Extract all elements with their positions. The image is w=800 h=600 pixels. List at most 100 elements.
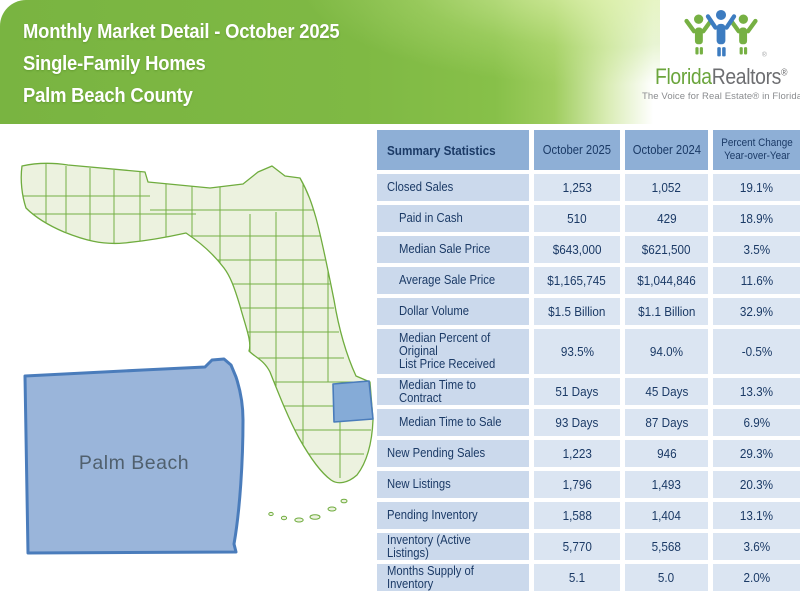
row-value-pct-change: 32.9% xyxy=(713,298,800,325)
row-label-cell: New Pending Sales xyxy=(377,440,529,467)
row-label: Pending Inventory xyxy=(387,508,478,522)
table-row: Months Supply of Inventory 5.1 5.0 2.0% xyxy=(377,564,800,591)
row-value-oct2025: 510 xyxy=(534,205,620,232)
row-label-cell: Months Supply of Inventory xyxy=(377,564,529,591)
row-value-oct2025: 1,253 xyxy=(534,174,620,201)
header-october-2025-label: October 2025 xyxy=(542,142,612,157)
house-people-icon: ® xyxy=(684,9,767,58)
row-label: New Listings xyxy=(387,477,451,491)
row-value-pct-change: 19.1% xyxy=(713,174,800,201)
palm-beach-inset-shape xyxy=(23,357,245,555)
header-october-2025: October 2025 xyxy=(534,130,620,170)
header-summary-statistics-label: Summary Statistics xyxy=(387,142,496,158)
band-swoosh-highlight xyxy=(0,0,660,124)
row-value-oct2024: 946 xyxy=(625,440,708,467)
row-value-pct-change: -0.5% xyxy=(713,329,800,374)
row-value-oct2024: 429 xyxy=(625,205,708,232)
brand-wordmark: FloridaRealtors® xyxy=(655,64,787,90)
row-label: Months Supply of Inventory xyxy=(387,563,474,591)
row-value-oct2024: 87 Days xyxy=(625,409,708,436)
row-value-oct2025: $1,165,745 xyxy=(534,267,620,294)
row-value-oct2025: 1,588 xyxy=(534,502,620,529)
registered-mark: ® xyxy=(780,67,788,79)
row-value-pct-change: 6.9% xyxy=(713,409,800,436)
row-label: Median Time to Contract xyxy=(399,377,476,405)
row-value-pct-change: 13.3% xyxy=(713,378,800,405)
row-label-cell: Median Time to Contract xyxy=(377,378,529,405)
row-label-cell: Pending Inventory xyxy=(377,502,529,529)
row-label-cell: Median Sale Price xyxy=(377,236,529,263)
row-value-oct2025: $1.5 Billion xyxy=(534,298,620,325)
brand-florida-text: Florida xyxy=(654,64,712,89)
row-label-cell: Average Sale Price xyxy=(377,267,529,294)
table-header-row: Summary Statistics October 2025 October … xyxy=(377,130,800,170)
svg-text:®: ® xyxy=(762,50,767,58)
header-summary-statistics: Summary Statistics xyxy=(377,130,529,170)
row-label: Median Sale Price xyxy=(399,242,491,256)
row-label-cell: Closed Sales xyxy=(377,174,529,201)
florida-county-map: Palm Beach xyxy=(20,162,374,555)
row-label: Closed Sales xyxy=(387,180,454,194)
row-value-pct-change: 29.3% xyxy=(713,440,800,467)
row-label: Inventory (Active Listings) xyxy=(387,532,471,560)
palm-beach-county-highlight xyxy=(332,380,374,423)
row-value-pct-change: 11.6% xyxy=(713,267,800,294)
table-row: Median Time to Sale 93 Days 87 Days 6.9% xyxy=(377,409,800,436)
row-value-oct2024: $1.1 Billion xyxy=(625,298,708,325)
row-value-oct2025: 1,223 xyxy=(534,440,620,467)
row-value-oct2024: 1,493 xyxy=(625,471,708,498)
header-october-2024-label: October 2024 xyxy=(632,142,701,157)
row-value-oct2024: $621,500 xyxy=(625,236,708,263)
row-value-pct-change: 2.0% xyxy=(713,564,800,591)
table-row: Inventory (Active Listings) 5,770 5,568 … xyxy=(377,533,800,560)
table-row: Pending Inventory 1,588 1,404 13.1% xyxy=(377,502,800,529)
row-label-cell: Paid in Cash xyxy=(377,205,529,232)
row-value-oct2024: 45 Days xyxy=(625,378,708,405)
row-label-cell: Inventory (Active Listings) xyxy=(377,533,529,560)
row-value-oct2024: 94.0% xyxy=(625,329,708,374)
row-value-pct-change: 13.1% xyxy=(713,502,800,529)
row-label: Average Sale Price xyxy=(399,273,496,287)
row-value-pct-change: 18.9% xyxy=(713,205,800,232)
title-line-3: Palm Beach County xyxy=(23,85,193,107)
row-label: New Pending Sales xyxy=(387,446,486,460)
table-row: Dollar Volume $1.5 Billion $1.1 Billion … xyxy=(377,298,800,325)
row-value-oct2024: $1,044,846 xyxy=(625,267,708,294)
row-value-oct2024: 1,404 xyxy=(625,502,708,529)
florida-keys-islands xyxy=(268,498,348,523)
row-label: Dollar Volume xyxy=(399,304,470,318)
header-percent-change: Percent Change Year-over-Year xyxy=(713,130,800,170)
table-row: Median Time to Contract 51 Days 45 Days … xyxy=(377,378,800,405)
row-value-oct2024: 5,568 xyxy=(625,533,708,560)
header-percent-change-label: Percent Change Year-over-Year xyxy=(720,137,793,162)
row-label-cell: Median Percent of Original List Price Re… xyxy=(377,329,529,374)
table-row: Median Percent of Original List Price Re… xyxy=(377,329,800,374)
row-label: Paid in Cash xyxy=(399,211,463,225)
summary-statistics-table: Summary Statistics October 2025 October … xyxy=(377,130,800,595)
row-value-pct-change: 20.3% xyxy=(713,471,800,498)
table-body: Closed Sales 1,253 1,052 19.1% Paid in C… xyxy=(377,174,800,591)
table-row: Closed Sales 1,253 1,052 19.1% xyxy=(377,174,800,201)
florida-state-shape xyxy=(20,162,374,484)
row-value-oct2025: 93 Days xyxy=(534,409,620,436)
row-value-oct2025: 5.1 xyxy=(534,564,620,591)
row-value-oct2025: 5,770 xyxy=(534,533,620,560)
brand-tagline: The Voice for Real Estate® in Florida xyxy=(642,91,800,102)
row-value-oct2025: 51 Days xyxy=(534,378,620,405)
row-value-oct2024: 5.0 xyxy=(625,564,708,591)
row-value-oct2025: 1,796 xyxy=(534,471,620,498)
row-value-oct2025: 93.5% xyxy=(534,329,620,374)
row-value-oct2025: $643,000 xyxy=(534,236,620,263)
row-value-pct-change: 3.6% xyxy=(713,533,800,560)
table-row: Average Sale Price $1,165,745 $1,044,846… xyxy=(377,267,800,294)
title-line-1: Monthly Market Detail - October 2025 xyxy=(23,21,340,43)
brand-realtors-text: Realtors xyxy=(711,64,782,89)
row-label-cell: Dollar Volume xyxy=(377,298,529,325)
row-label-cell: Median Time to Sale xyxy=(377,409,529,436)
title-line-2: Single-Family Homes xyxy=(23,53,206,75)
table-row: Median Sale Price $643,000 $621,500 3.5% xyxy=(377,236,800,263)
table-row: Paid in Cash 510 429 18.9% xyxy=(377,205,800,232)
row-value-pct-change: 3.5% xyxy=(713,236,800,263)
row-label: Median Time to Sale xyxy=(399,415,502,429)
header-october-2024: October 2024 xyxy=(625,130,708,170)
